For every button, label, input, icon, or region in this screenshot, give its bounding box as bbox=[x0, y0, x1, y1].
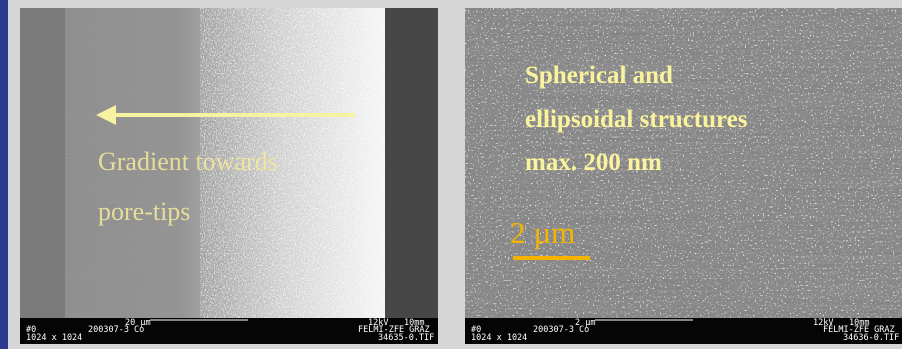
annotation: ellipsoidal structures bbox=[525, 106, 748, 133]
slide: Gradient towards pore-tips 20 µm #0 2003… bbox=[0, 0, 902, 349]
footer-text: 200307-3 Co bbox=[533, 325, 589, 335]
scale-label: 2 µm bbox=[510, 215, 575, 250]
footer-text: 34636-0.TIF bbox=[843, 333, 899, 343]
annotation: Gradient towards bbox=[98, 147, 278, 176]
slide-border bbox=[0, 0, 8, 349]
sem-image-left: Gradient towards pore-tips 20 µm #0 2003… bbox=[20, 8, 438, 344]
annotation: max. 200 nm bbox=[525, 149, 662, 176]
annotation: pore-tips bbox=[98, 197, 190, 226]
footer-text: 1024 x 1024 bbox=[26, 333, 82, 343]
sem-image-right: Spherical and ellipsoidal structures max… bbox=[465, 8, 902, 344]
scale-bar bbox=[513, 256, 590, 260]
footer-text: 1024 x 1024 bbox=[471, 333, 527, 343]
footer-text: 34635-0.TIF bbox=[378, 333, 434, 343]
annotation: Spherical and bbox=[525, 62, 673, 89]
footer-text: 200307-3 Co bbox=[88, 325, 144, 335]
